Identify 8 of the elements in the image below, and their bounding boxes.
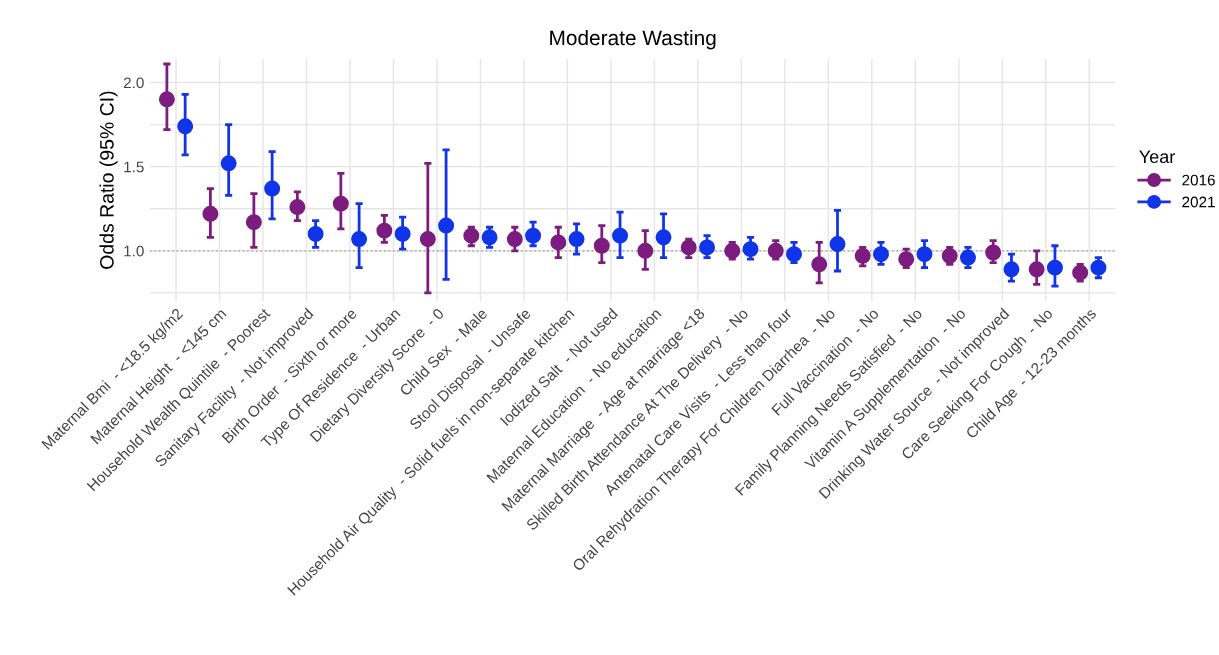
legend-label: 2021 <box>1182 196 1215 208</box>
y-tick-label: 1.5 <box>124 161 144 173</box>
y-tick-label: 2.0 <box>123 77 144 89</box>
y-tick-label: 1.0 <box>124 245 144 257</box>
legend-title: Year <box>1139 150 1175 164</box>
legend-label: 2016 <box>1182 174 1215 186</box>
chart-title: Moderate Wasting <box>550 29 716 50</box>
y-axis-title: Odds Ratio (95% CI) <box>99 91 118 269</box>
